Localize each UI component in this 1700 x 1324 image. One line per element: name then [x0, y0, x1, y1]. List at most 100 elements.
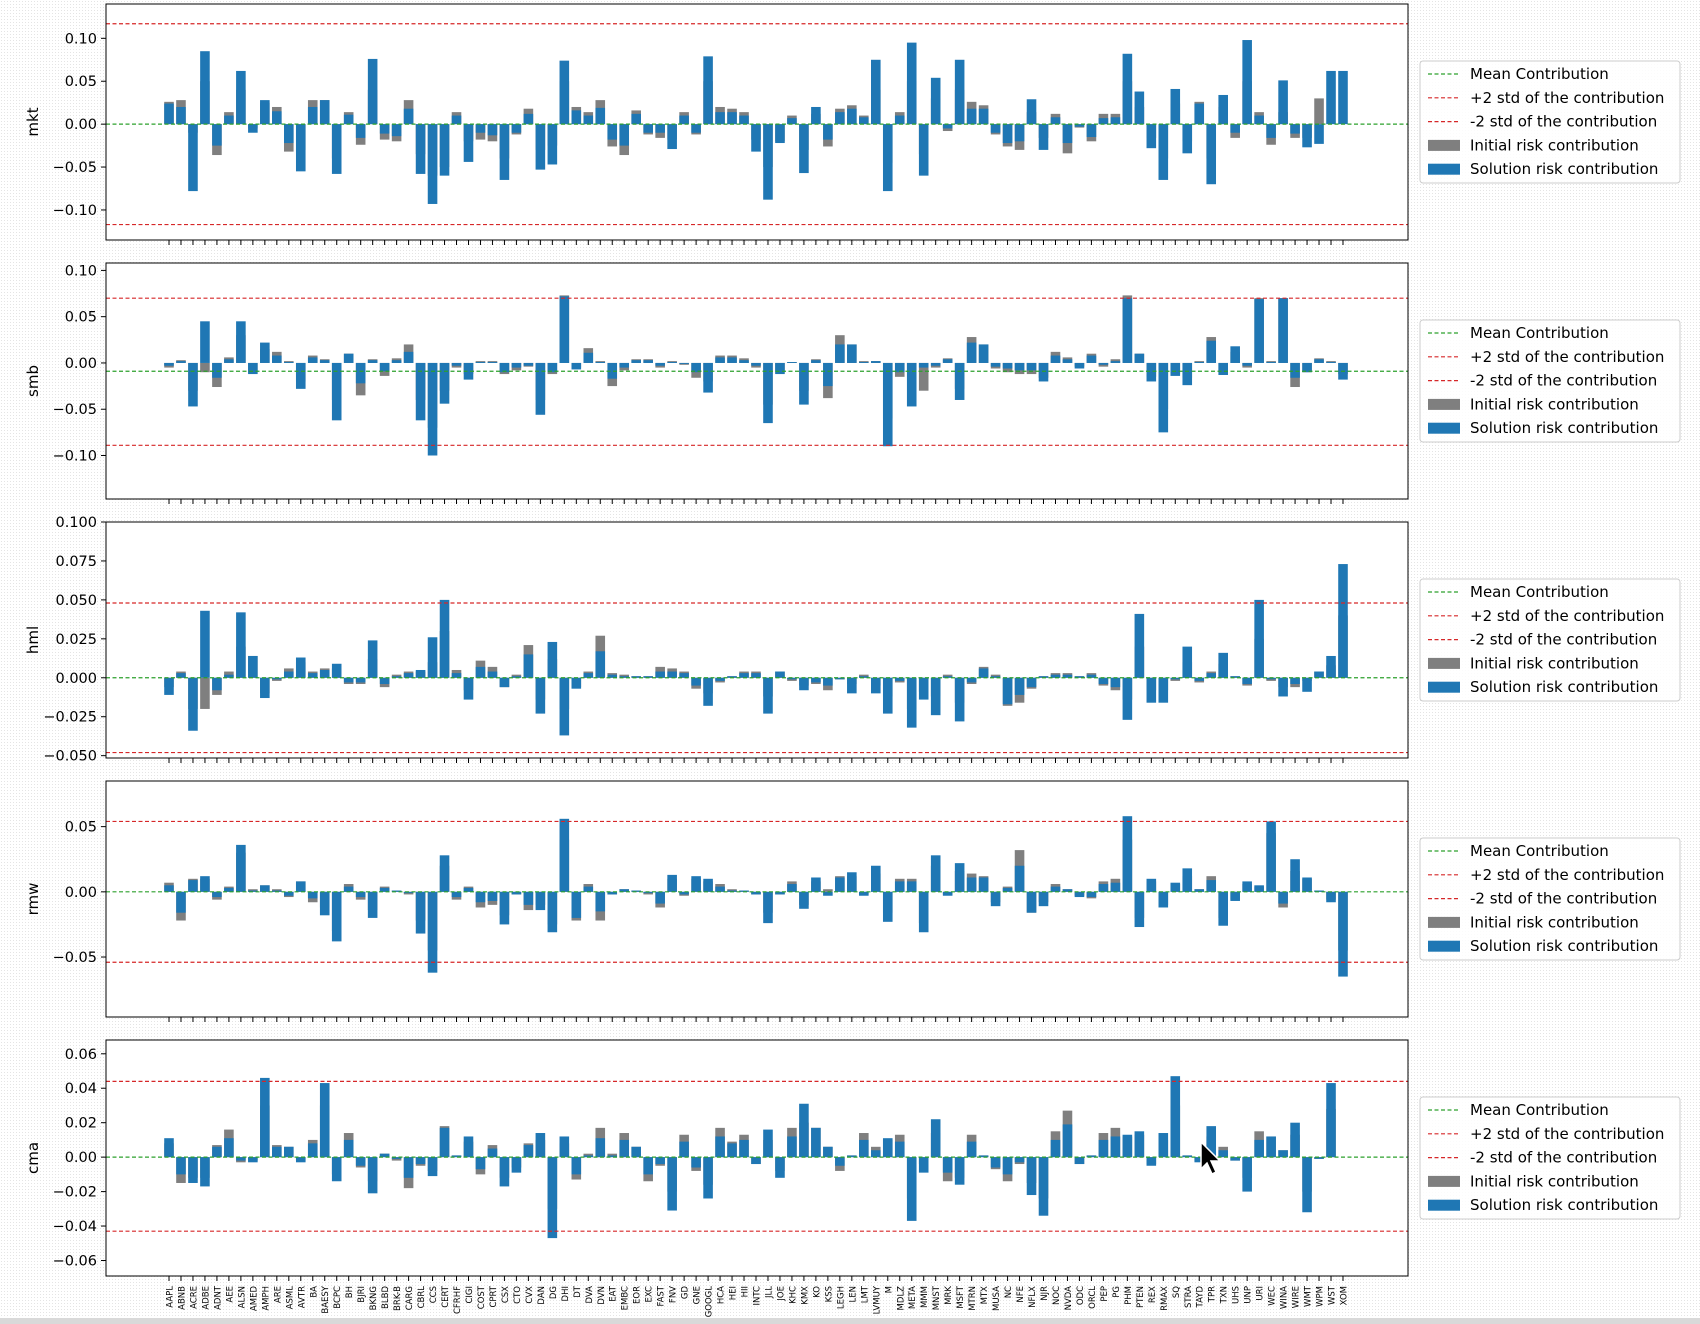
legend-label: Mean Contribution — [1470, 842, 1609, 860]
solution-bar — [1110, 361, 1121, 363]
x-tick-label: RMAX — [1160, 1286, 1170, 1311]
solution-bar — [799, 1103, 809, 1158]
solution-bar — [1002, 362, 1013, 369]
solution-bar — [200, 610, 210, 678]
solution-bar — [1134, 891, 1145, 928]
solution-bar — [679, 362, 689, 364]
solution-bar — [1050, 674, 1061, 678]
x-tick-label: AAPL — [166, 1286, 176, 1308]
legend-initial: Initial risk contribution — [1428, 654, 1639, 672]
legend-swatch-patch — [1428, 916, 1460, 928]
solution-bar — [307, 1143, 318, 1158]
solution-bar — [1206, 124, 1217, 185]
solution-bar — [1098, 118, 1109, 125]
x-tick-label: UHS — [1232, 1286, 1242, 1304]
solution-bar — [427, 891, 438, 973]
solution-bar — [439, 124, 450, 176]
solution-bar — [751, 362, 761, 366]
mouse-cursor-icon — [1200, 1140, 1222, 1176]
solution-bar — [379, 362, 390, 372]
panel-rmw: −0.05 0.00 0.05 rmw Mean Contribution +2 std … — [24, 780, 1681, 1022]
solution-bar — [1158, 1133, 1169, 1158]
y-axis-label: mkt — [24, 107, 42, 136]
solution-bar — [882, 1138, 893, 1158]
legend-label: Solution risk contribution — [1470, 1196, 1658, 1214]
solution-bar — [1170, 88, 1181, 125]
solution-bar — [260, 1077, 270, 1158]
solution-bar — [966, 108, 977, 125]
solution-bar — [882, 891, 893, 922]
solution-bar — [906, 1157, 917, 1221]
solution-bar — [367, 1157, 378, 1194]
solution-bar — [499, 1157, 510, 1187]
solution-bar — [547, 891, 558, 933]
solution-bar — [164, 1138, 174, 1158]
y-tick-label: 0.10 — [65, 31, 97, 47]
y-tick-label: 0.04 — [65, 1081, 97, 1097]
x-tick-label: HEI — [729, 1286, 739, 1300]
solution-bar — [691, 362, 701, 373]
x-tick-label: TXN — [1220, 1286, 1230, 1304]
solution-bar — [559, 677, 570, 736]
solution-bar — [1002, 124, 1013, 144]
initial-bar — [1314, 98, 1324, 125]
solution-bar — [703, 878, 713, 892]
legend-initial: Initial risk contribution — [1428, 136, 1639, 154]
y-axis-label: rmw — [24, 883, 42, 916]
solution-bar — [355, 1157, 366, 1166]
solution-bar — [1170, 882, 1181, 892]
initial-bar — [224, 671, 234, 678]
solution-bar — [715, 357, 725, 363]
x-tick-label: ACRE — [189, 1286, 199, 1309]
solution-bar — [978, 668, 989, 678]
x-tick-label: KHC — [788, 1286, 798, 1304]
x-tick-label: ADBE — [201, 1286, 211, 1310]
y-tick-label: 0.06 — [65, 1047, 97, 1063]
legend: Mean Contribution +2 std of the contribut… — [1419, 837, 1681, 961]
solution-bar — [619, 124, 630, 146]
legend-label: -2 std of the contribution — [1470, 631, 1657, 649]
solution-bar — [295, 362, 306, 389]
y-axis-label: hml — [24, 626, 42, 654]
solution-bar — [1182, 124, 1193, 154]
initial-bar — [607, 1153, 618, 1158]
solution-bar — [367, 58, 378, 125]
solution-bar — [212, 1146, 222, 1158]
solution-bar — [966, 342, 977, 363]
x-tick-label: DHI — [561, 1286, 571, 1301]
legend-plus2std: +2 std of the contribution — [1428, 607, 1664, 625]
solution-bar — [631, 890, 641, 892]
solution-bar — [906, 881, 917, 892]
solution-bar — [894, 362, 905, 373]
solution-bar — [1086, 674, 1097, 678]
y-tick-label: −0.02 — [53, 1185, 97, 1201]
solution-bar — [1242, 362, 1252, 366]
y-axis-label: smb — [24, 365, 42, 397]
solution-bar — [1146, 677, 1157, 703]
plot-area — [106, 781, 1408, 1017]
x-tick-label: ARE — [273, 1286, 283, 1303]
solution-bar — [954, 863, 965, 892]
x-tick-label: UNP — [1244, 1286, 1254, 1304]
x-tick-label: URI — [1256, 1286, 1266, 1301]
x-tick-label: EXC — [645, 1286, 655, 1303]
solution-bar — [164, 677, 174, 695]
solution-bar — [1098, 362, 1109, 365]
solution-bar — [871, 677, 881, 694]
legend-solution: Solution risk contribution — [1428, 1196, 1658, 1214]
legend-label: Initial risk contribution — [1470, 1172, 1639, 1190]
legend-swatch-patch — [1428, 657, 1460, 669]
solution-bar — [906, 42, 917, 125]
y-tick-label: −0.025 — [43, 710, 97, 726]
initial-bar — [583, 1153, 594, 1158]
solution-bar — [751, 1157, 761, 1165]
solution-bar — [1074, 1157, 1085, 1165]
y-tick-label: −0.05 — [53, 950, 97, 966]
solution-bar — [212, 124, 222, 146]
solution-bar — [463, 887, 474, 892]
solution-bar — [811, 360, 821, 363]
solution-bar — [1218, 1150, 1228, 1158]
solution-bar — [894, 677, 905, 681]
y-tick-label: 0.00 — [65, 117, 97, 133]
